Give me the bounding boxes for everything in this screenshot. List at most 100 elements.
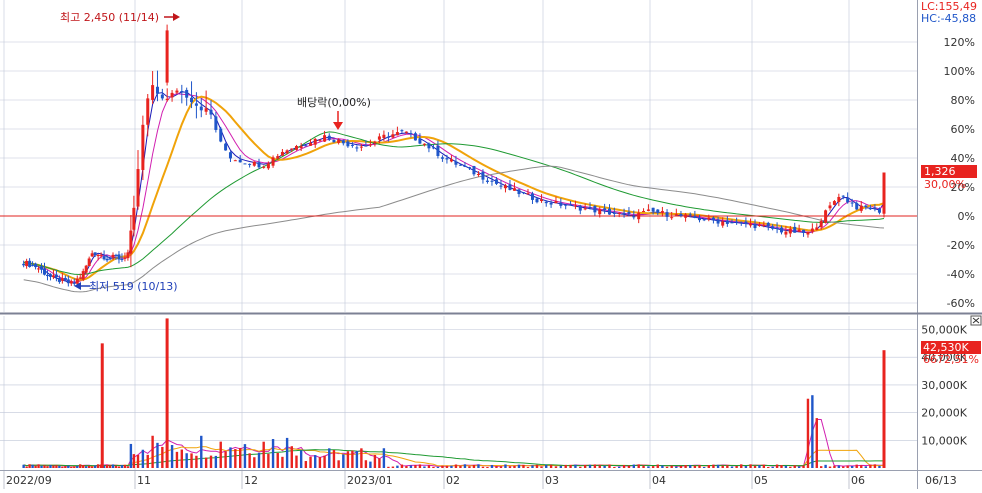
volume-bar — [224, 451, 227, 468]
volume-bar — [120, 465, 124, 468]
high-arrow-icon — [164, 13, 180, 21]
volume-bar — [55, 465, 58, 468]
volume-bar — [346, 451, 350, 468]
candle-body — [219, 128, 223, 142]
candle-body — [37, 268, 41, 270]
candle-body — [66, 279, 70, 284]
candle-body — [175, 90, 179, 93]
volume-bar — [132, 454, 136, 468]
candle-body — [632, 215, 636, 218]
candle-body — [170, 92, 174, 98]
volume-bar — [864, 466, 868, 468]
volume-bar — [454, 464, 458, 468]
volume-bar — [762, 464, 766, 468]
candle-body — [693, 216, 697, 218]
candle-body — [84, 265, 88, 273]
ma60-line — [23, 131, 885, 276]
volume-bar — [248, 453, 251, 468]
candle-body — [395, 132, 399, 136]
volume-bar — [234, 449, 237, 468]
volume-bar — [369, 461, 372, 468]
candle-body — [607, 208, 611, 215]
candle-body — [69, 281, 73, 284]
volume-bar — [156, 442, 159, 468]
candle-body — [204, 108, 208, 112]
price-tick-label: -40% — [947, 268, 975, 281]
candle-body — [864, 205, 868, 208]
candle-body — [642, 211, 646, 213]
candle-body — [72, 282, 76, 284]
volume-bar — [129, 443, 133, 468]
volume-bar — [712, 464, 715, 468]
date-tick-label: 04 — [652, 474, 666, 487]
volume-bar — [508, 466, 512, 468]
candle-body — [749, 223, 753, 226]
candle-body — [276, 156, 280, 159]
candle-body — [48, 274, 52, 277]
candle-body — [228, 152, 232, 159]
price-tick-label: 0% — [958, 210, 975, 223]
volume-bar — [427, 465, 431, 468]
volume-bar — [351, 450, 354, 468]
candle-body — [418, 138, 422, 144]
volume-bar — [31, 464, 34, 468]
volume-bar — [378, 458, 381, 468]
volume-bar — [730, 466, 734, 468]
candle-body — [427, 143, 431, 149]
candle-body — [784, 231, 788, 235]
collapse-icon[interactable] — [970, 315, 982, 326]
volume-bar — [665, 466, 669, 468]
candle-body — [391, 134, 395, 138]
volume-bar — [49, 464, 52, 468]
volume-bar — [613, 466, 616, 468]
candle-body — [323, 135, 327, 142]
date-tick-label: 06/13 — [925, 474, 957, 487]
volume-bar — [219, 441, 222, 468]
date-tick-label: 06 — [851, 474, 865, 487]
candle-body — [730, 222, 734, 224]
ex-dividend-annotation: 배당락(0,00%) — [297, 96, 371, 109]
volume-bar — [405, 466, 408, 468]
axis-area — [918, 0, 982, 489]
volume-bar — [436, 466, 440, 468]
volume-bar — [522, 464, 525, 468]
volume-bar — [472, 464, 476, 468]
candle-body — [359, 146, 363, 148]
candle-body — [123, 257, 127, 259]
volume-bar — [780, 465, 783, 468]
volume-bar — [170, 445, 174, 468]
candle-body — [332, 139, 336, 143]
candle-body — [160, 94, 164, 99]
volume-bars — [22, 318, 886, 468]
candle-body — [873, 207, 877, 210]
volume-tick-label: 10,000K — [921, 434, 967, 447]
candle-body — [569, 204, 573, 206]
volume-axis-ticks: 50,000K 40,000K 30,000K 20,000K 10,000K — [921, 324, 967, 448]
candle-body — [368, 144, 372, 146]
volume-bar — [579, 466, 582, 468]
candle-body — [651, 207, 655, 212]
volume-bar — [200, 435, 203, 468]
price-tick-label: 80% — [951, 94, 975, 107]
volume-bar — [574, 464, 577, 468]
candle-body — [90, 253, 94, 257]
volume-bar-spike — [165, 318, 169, 468]
volume-bar — [702, 466, 706, 468]
volume-bar — [267, 453, 270, 468]
volume-bar — [93, 465, 97, 468]
candle-body — [815, 227, 819, 230]
volume-bar — [445, 465, 449, 468]
volume-tick-label: 30,000K — [921, 379, 967, 392]
volume-bar — [564, 464, 567, 468]
volume-bar — [309, 456, 312, 468]
candle-body — [494, 179, 498, 184]
candle-body — [549, 202, 553, 205]
candle-body — [627, 211, 631, 214]
candle-body — [341, 140, 345, 144]
volume-bar — [811, 395, 814, 468]
candle-body — [108, 258, 112, 260]
volume-bar — [318, 457, 322, 468]
volume-bar — [87, 465, 91, 468]
candle-body — [400, 130, 404, 132]
